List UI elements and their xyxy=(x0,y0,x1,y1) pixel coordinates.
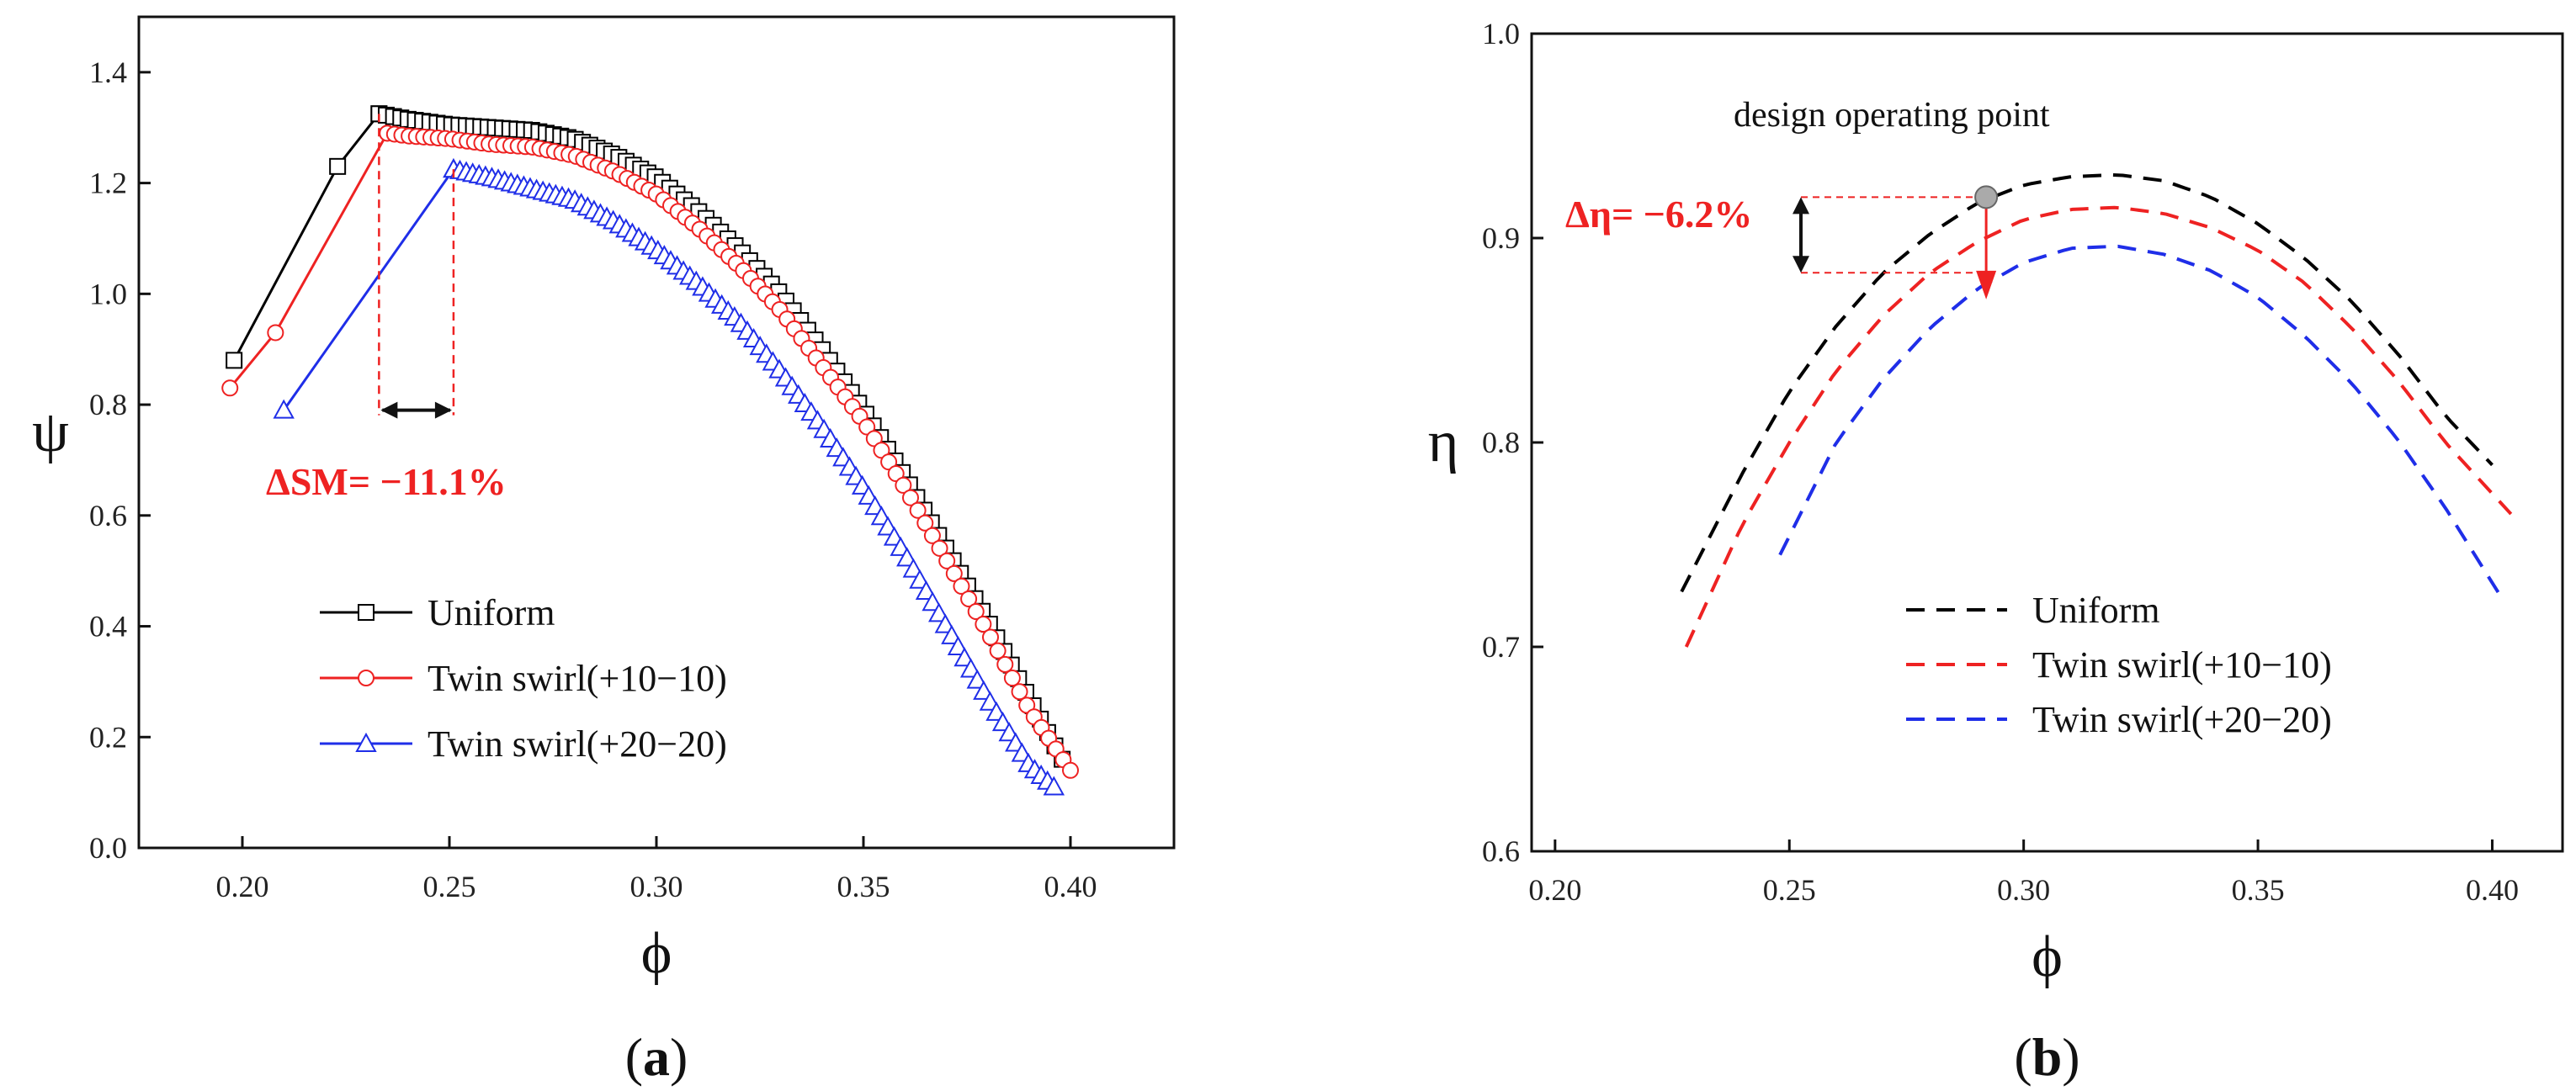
panel-b-x-tick-label: 0.20 xyxy=(1528,873,1581,907)
panel-a-series-0-point xyxy=(226,352,243,369)
panel-a-y-axis-label: ψ xyxy=(32,400,69,464)
panel-a-series-1-point xyxy=(953,577,970,595)
panel-a-series-1-point xyxy=(975,616,992,633)
panel-a-y-tick-label: 0.4 xyxy=(89,610,127,643)
panel-b-series-line-1 xyxy=(1684,205,2513,648)
panel-b-legend-label-2: Twin swirl(+20−20) xyxy=(2032,699,2332,740)
panel-a-panel-label: (a) xyxy=(625,1027,688,1087)
panel-b-x-tick-label: 0.35 xyxy=(2232,873,2285,907)
panel-b-y-tick-label: 0.8 xyxy=(1482,426,1520,459)
panel-b-drop-arrowhead xyxy=(1976,270,1997,299)
panel-b-y-tick-label: 0.7 xyxy=(1482,630,1520,664)
panel-b-eta-arrowhead-bottom xyxy=(1793,256,1809,273)
panel-a-series-1-point xyxy=(931,539,948,557)
panel-a-y-tick-label: 0.6 xyxy=(89,499,127,532)
panel-b-y-axis-label: η xyxy=(1428,410,1459,474)
panel-a-x-tick-label: 0.40 xyxy=(1044,870,1097,903)
panel-a-chart: 0.20 0.25 0.30 0.35 0.40 0.0 0.2 0.4 0.6 0.8 1.0 1.… xyxy=(32,15,1176,1087)
panel-a-y-tick-label: 0.0 xyxy=(89,831,127,865)
panel-a-y-tick-label: 0.2 xyxy=(89,720,127,754)
panel-b-design-point-marker xyxy=(1974,185,1999,209)
panel-a-series-1-point xyxy=(989,642,1006,659)
panel-a-series-1-point xyxy=(221,379,239,397)
panel-b-x-axis-label: ϕ xyxy=(2032,924,2063,989)
panel-a-sm-annotation: ΔSM= −11.1% xyxy=(266,460,507,503)
panel-a-series-1-point xyxy=(267,324,284,342)
panel-b-legend-label-0: Uniform xyxy=(2032,590,2160,631)
panel-b-y-tick-label: 1.0 xyxy=(1482,17,1520,50)
panel-a-y-tick-label: 1.2 xyxy=(89,167,127,200)
panel-a-x-tick-label: 0.20 xyxy=(216,870,269,903)
panel-a-legend-marker-0 xyxy=(358,604,374,621)
panel-b-legend-label-1: Twin swirl(+10−10) xyxy=(2032,644,2332,686)
panel-b-y-tick-label: 0.6 xyxy=(1482,834,1520,868)
panel-a-series-1-point xyxy=(902,489,920,506)
panel-a-legend-label-2: Twin swirl(+20−20) xyxy=(428,723,727,765)
panel-a-series-1-point xyxy=(895,476,912,494)
panel-b-x-tick-label: 0.40 xyxy=(2466,873,2519,907)
panel-b-series-line-0 xyxy=(1680,172,2494,593)
panel-a-y-tick-label: 1.0 xyxy=(89,277,127,310)
panel-a-series-1-point xyxy=(938,552,956,569)
panel-a-series-2-point xyxy=(273,399,295,419)
panel-a-series-1-point xyxy=(967,602,985,620)
panel-b-eta-arrowhead-top xyxy=(1793,197,1809,214)
panel-a-series-1-point xyxy=(1011,683,1028,701)
panel-a-y-tick-label: 0.8 xyxy=(89,388,127,421)
panel-a-series-1-point xyxy=(1003,670,1021,687)
panel-a-sm-arrowhead-right xyxy=(434,401,452,419)
panel-a-x-tick-label: 0.35 xyxy=(837,870,890,903)
panel-a-series-2-point xyxy=(1043,776,1065,796)
panel-b-design-point-title: design operating point xyxy=(1734,96,2050,135)
panel-a-series-1-point xyxy=(1062,761,1079,779)
panel-a-series-0-point xyxy=(329,157,347,175)
panel-a-x-tick-label: 0.25 xyxy=(423,870,476,903)
panel-a-legend-label-1: Twin swirl(+10−10) xyxy=(428,658,727,699)
panel-a-series-1-point xyxy=(960,590,978,607)
panel-a-series-1-point xyxy=(923,527,941,544)
panel-a-series-1-point xyxy=(945,564,963,582)
panel-b-y-tick-label: 0.9 xyxy=(1482,221,1520,255)
panel-a-sm-arrowhead-left xyxy=(380,401,398,419)
panel-b-series-line-2 xyxy=(1778,244,2504,599)
panel-b-panel-label: (b) xyxy=(2014,1027,2079,1087)
panel-b-chart: 0.20 0.25 0.30 0.35 0.40 0.6 0.7 0.8 0.9 1.0 ϕ η (b)… xyxy=(1428,17,2564,1087)
panel-a-series-1-point xyxy=(916,514,934,532)
panel-b-x-tick-label: 0.25 xyxy=(1763,873,1816,907)
panel-a-y-tick-label: 1.4 xyxy=(89,56,127,89)
panel-a-legend-marker-2 xyxy=(355,732,377,752)
panel-a-legend-label-0: Uniform xyxy=(428,592,555,633)
panel-b-eta-annotation: Δη= −6.2% xyxy=(1565,193,1752,236)
panel-a-legend-marker-1 xyxy=(358,670,374,686)
panel-a-series-1-point xyxy=(982,628,1000,646)
panel-a-x-tick-label: 0.30 xyxy=(630,870,683,903)
panel-a-x-axis-label: ϕ xyxy=(641,921,672,986)
panel-b-x-tick-label: 0.30 xyxy=(1997,873,2050,907)
panel-a-series-1-point xyxy=(909,501,927,519)
panel-a-series-1-point xyxy=(996,655,1014,673)
